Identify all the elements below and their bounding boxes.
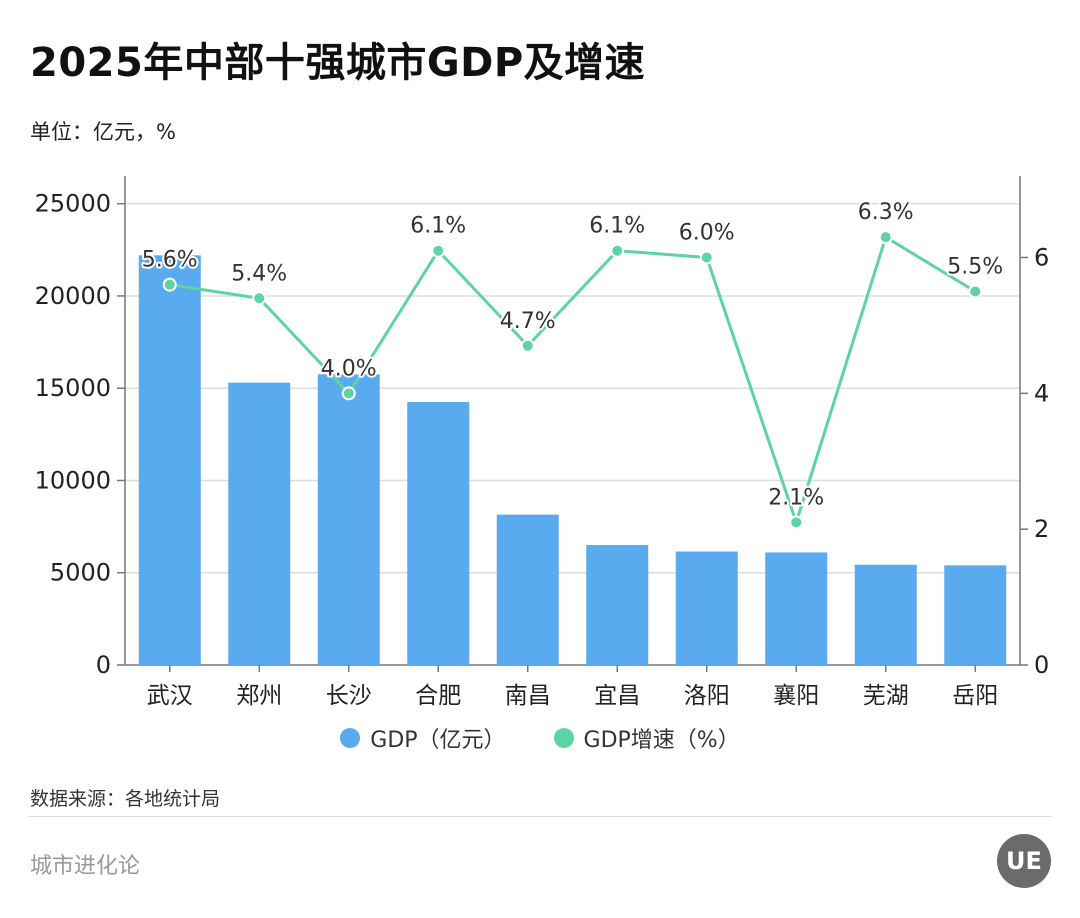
right-tick-label: 6: [1034, 244, 1049, 272]
category-label: 合肥: [415, 683, 461, 709]
left-tick-label: 25000: [35, 190, 111, 218]
growth-point: [878, 230, 893, 245]
growth-data-label: 5.6%: [142, 248, 198, 273]
brand-logo: UE: [997, 834, 1051, 888]
growth-data-label: 5.5%: [947, 254, 1003, 279]
growth-data-label: 6.0%: [679, 221, 735, 246]
growth-data-label: 6.1%: [410, 214, 466, 239]
bar-合肥: [407, 402, 470, 665]
bar-武汉: [138, 255, 201, 665]
right-tick-label: 0: [1034, 651, 1049, 679]
category-label: 芜湖: [863, 683, 909, 709]
growth-point: [520, 338, 535, 353]
legend-swatch-gdp: [340, 728, 361, 748]
growth-data-label: 6.3%: [858, 200, 914, 225]
category-label: 洛阳: [684, 683, 730, 709]
category-label: 南昌: [505, 683, 551, 709]
growth-point: [341, 386, 356, 401]
right-tick-label: 4: [1034, 379, 1049, 407]
growth-data-label: 5.4%: [231, 261, 287, 286]
growth-point: [610, 243, 625, 258]
left-tick-label: 15000: [35, 374, 111, 402]
growth-point: [162, 277, 177, 292]
chart-svg: 0 5000 10000 15000 20000 25000 0 2 4 6 武汉 郑州 长沙 合肥 南昌 宜…: [35, 176, 1049, 709]
growth-point: [789, 515, 804, 530]
bar-南昌: [496, 514, 559, 665]
growth-data-label: 2.1%: [768, 485, 824, 510]
growth-data-label: 6.1%: [589, 214, 645, 239]
bar-郑州: [228, 382, 291, 665]
footer-divider: [28, 816, 1052, 817]
left-tick-label: 10000: [35, 466, 111, 494]
bar-洛阳: [675, 551, 738, 665]
bar-岳阳: [944, 565, 1007, 665]
legend-item-gdp[interactable]: GDP（亿元）: [340, 722, 506, 754]
growth-point: [252, 291, 267, 306]
bar-宜昌: [586, 545, 649, 665]
chart-title: 2025年中部十强城市GDP及增速: [30, 40, 646, 86]
category-label: 长沙: [326, 683, 372, 709]
bar-长沙: [317, 374, 380, 665]
left-tick-label: 5000: [50, 559, 111, 587]
left-tick-label: 0: [96, 651, 111, 679]
growth-point: [968, 284, 983, 299]
growth-line: [169, 235, 977, 524]
source-note: 数据来源：各地统计局: [30, 788, 221, 810]
growth-point: [431, 243, 446, 258]
legend-label-growth: GDP增速（%）: [583, 728, 740, 753]
category-label: 武汉: [147, 683, 193, 709]
right-tick-label: 2: [1034, 515, 1049, 543]
growth-data-label: 4.0%: [321, 356, 377, 381]
category-label: 郑州: [236, 683, 282, 709]
legend-item-growth[interactable]: GDP增速（%）: [553, 722, 740, 754]
growth-point: [699, 250, 714, 265]
bar-襄阳: [765, 552, 828, 665]
legend-label-gdp: GDP（亿元）: [370, 728, 506, 753]
growth-data-label: 4.7%: [500, 309, 556, 334]
category-label: 宜昌: [594, 683, 640, 709]
bar-芜湖: [854, 564, 917, 665]
left-tick-label: 20000: [35, 282, 111, 310]
brand-name: 城市进化论: [30, 854, 141, 879]
unit-note: 单位：亿元，%: [30, 120, 176, 144]
legend: GDP（亿元） GDP增速（%）: [0, 722, 1080, 754]
category-label: 岳阳: [952, 683, 998, 709]
legend-swatch-growth: [553, 728, 574, 748]
category-label: 襄阳: [773, 683, 819, 709]
